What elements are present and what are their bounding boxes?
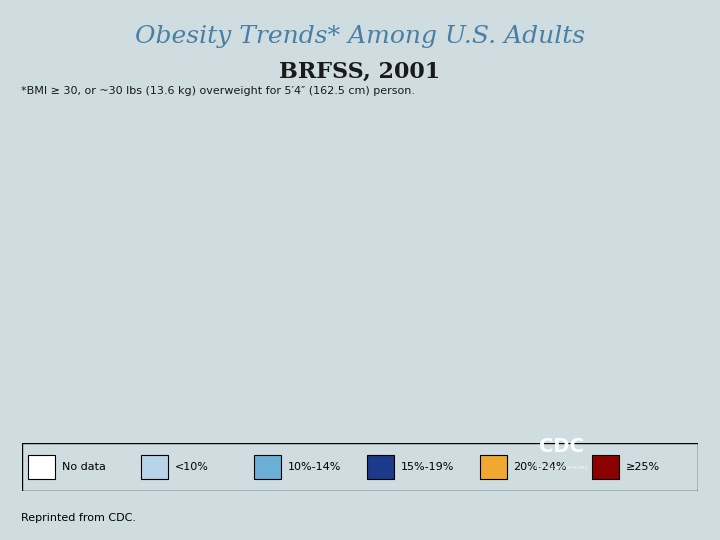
Text: ≥25%: ≥25% (626, 462, 660, 472)
Text: 20%-24%: 20%-24% (513, 462, 567, 472)
Text: CDC: CDC (539, 436, 584, 456)
Text: *BMI ≥ 30, or ~30 lbs (13.6 kg) overweight for 5′4″ (162.5 cm) person.: *BMI ≥ 30, or ~30 lbs (13.6 kg) overweig… (22, 86, 415, 96)
Text: Reprinted from CDC.: Reprinted from CDC. (22, 514, 136, 523)
Bar (366, 455, 394, 480)
Bar (254, 455, 281, 480)
Text: SAFER·HEALTHIER·PEOPLE: SAFER·HEALTHIER·PEOPLE (534, 466, 589, 470)
Text: <10%: <10% (175, 462, 209, 472)
Text: Obesity Trends* Among U.S. Adults: Obesity Trends* Among U.S. Adults (135, 25, 585, 49)
Bar (28, 455, 55, 480)
Text: 10%-14%: 10%-14% (288, 462, 341, 472)
Bar (480, 455, 507, 480)
Text: BRFSS, 2001: BRFSS, 2001 (279, 60, 441, 83)
Bar (593, 455, 619, 480)
Bar (141, 455, 168, 480)
Text: 15%-19%: 15%-19% (400, 462, 454, 472)
Text: No data: No data (62, 462, 106, 472)
